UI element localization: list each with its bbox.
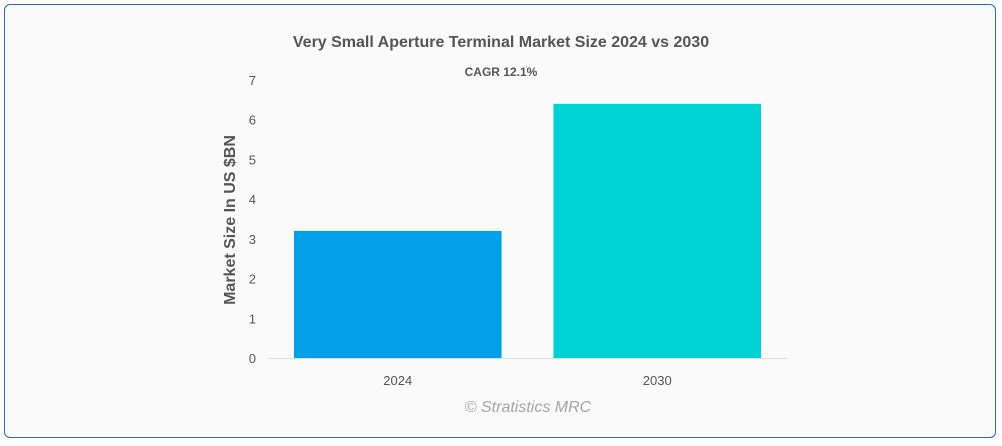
bar-2030	[553, 103, 762, 358]
chart-frame	[4, 4, 996, 438]
y-axis: 0 1 2 3 4 5 6 7	[249, 73, 256, 366]
chart-subtitle: CAGR 12.1%	[465, 65, 538, 79]
bars	[293, 103, 762, 358]
x-tick-label: 2024	[383, 373, 412, 388]
y-tick-label: 7	[249, 73, 256, 88]
x-axis: 2024 2030	[383, 373, 671, 388]
chart-title: Very Small Aperture Terminal Market Size…	[293, 34, 709, 51]
x-tick-label: 2030	[643, 373, 672, 388]
y-tick-label: 6	[249, 113, 256, 128]
watermark: © Stratistics MRC	[465, 399, 592, 416]
y-tick-label: 2	[249, 272, 256, 287]
y-tick-label: 1	[249, 311, 256, 326]
y-tick-label: 5	[249, 152, 256, 167]
y-tick-label: 0	[249, 351, 256, 366]
y-tick-label: 3	[249, 232, 256, 247]
bar-2024	[293, 230, 502, 358]
y-tick-label: 4	[249, 192, 256, 207]
y-axis-label: Market Size In US $BN	[222, 135, 239, 305]
